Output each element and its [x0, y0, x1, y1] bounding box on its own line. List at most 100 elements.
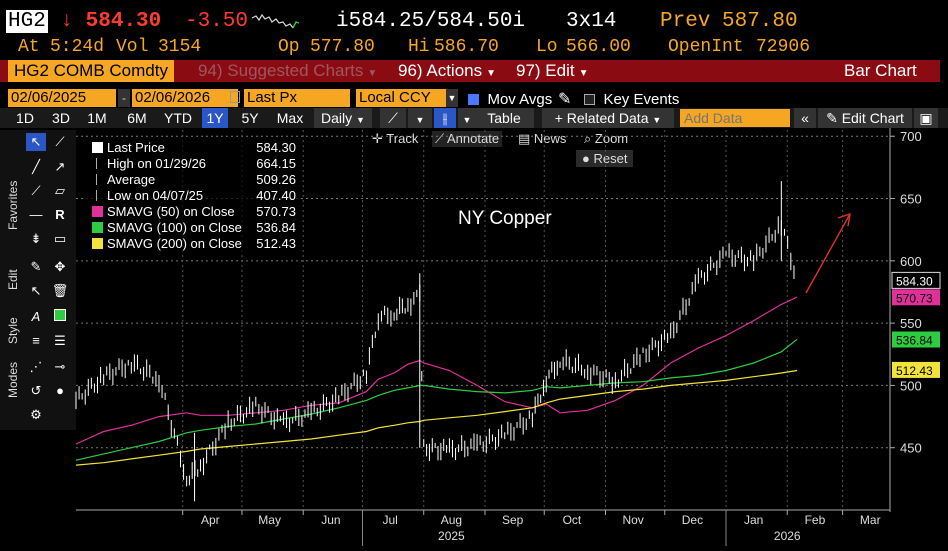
table-button[interactable]: Table — [474, 108, 534, 128]
security-field[interactable]: HG2 COMB Comdty — [8, 60, 174, 82]
cursor-icon[interactable]: ↖ — [26, 133, 46, 151]
chart-type-title: Bar Chart — [844, 61, 917, 80]
field-selector[interactable]: Last Px — [244, 89, 350, 107]
zoom-label: Zoom — [594, 131, 629, 146]
annotation-arrowhead — [837, 212, 851, 227]
add-data-input[interactable] — [680, 109, 790, 127]
pin-icon[interactable]: ⊸ — [54, 359, 66, 374]
period-1y[interactable]: 1Y — [202, 108, 228, 128]
track-button[interactable]: ✛ Track — [372, 131, 418, 147]
checkbox-checked-icon — [468, 94, 479, 106]
zoom-button[interactable]: ⌕ Zoom — [584, 131, 628, 147]
period-6m[interactable]: 6M — [127, 110, 147, 126]
edit-menu[interactable]: 97) Edit ▼ — [516, 60, 589, 82]
line-tool-icon[interactable]: ╱ — [32, 159, 40, 174]
crosshair-icon[interactable]: ⋰ — [29, 359, 43, 374]
related-data-button[interactable]: + Related Data ▼ — [542, 108, 674, 128]
legend-row[interactable]: Last Price 584.30 — [92, 140, 296, 156]
double-chevron-left-icon[interactable]: « — [794, 108, 816, 128]
last-price: 584.30 — [85, 10, 162, 33]
legend-row[interactable]: Low on 04/07/25 407.40 — [92, 188, 296, 204]
last-value-label: 584.30 — [896, 274, 933, 288]
related-data-label: Related Data — [566, 110, 649, 126]
net-change: -3.50 — [185, 10, 249, 33]
legend-row[interactable]: High on 01/29/26 664.15 — [92, 156, 296, 172]
line-weight-icon[interactable]: ≡ — [32, 333, 40, 348]
currency-selector[interactable]: Local CCY — [356, 89, 456, 107]
horizontal-line-icon[interactable]: — — [29, 207, 43, 222]
period-1m[interactable]: 1M — [87, 110, 107, 126]
line-chart-type-icon[interactable]: ⟋ — [380, 108, 406, 128]
caret-down-icon: ▼ — [578, 68, 589, 79]
rectangle-icon[interactable]: ▭ — [53, 231, 67, 246]
tool-palette: Favorites Edit Style Modes ↖ ⟋ ╱ ↗ ⟋ ▱ —… — [0, 130, 76, 430]
suggested-charts-menu[interactable]: 94) Suggested Charts ▼ — [198, 60, 377, 82]
ray-tool-icon[interactable]: ↗ — [54, 159, 66, 174]
period-max[interactable]: Max — [276, 110, 304, 126]
move-icon[interactable]: ✥ — [54, 259, 66, 274]
period-5y[interactable]: 5Y — [241, 110, 259, 126]
period-ytd[interactable]: YTD — [164, 110, 192, 126]
period-3d[interactable]: 3D — [52, 110, 70, 126]
chart-type-caret-icon[interactable]: ▼ — [458, 108, 476, 128]
y-tick-label: 700 — [900, 129, 922, 144]
pencil-icon: ✎ — [826, 110, 838, 126]
brush-icon[interactable]: ✎ — [30, 259, 42, 274]
mov-avgs-label: Mov Avgs — [487, 91, 553, 108]
reset-button[interactable]: ● Reset — [576, 150, 634, 167]
mov-avgs-checkbox[interactable]: Mov Avgs — [468, 91, 552, 109]
start-date-field[interactable]: 02/06/2025 — [8, 89, 116, 107]
edit-label: 97) Edit — [516, 61, 575, 80]
actions-menu[interactable]: 96) Actions ▼ — [398, 60, 496, 82]
font-icon[interactable]: A — [31, 309, 41, 324]
edit-chart-label: Edit Chart — [841, 110, 904, 126]
end-date-field[interactable]: 02/06/2026 — [132, 89, 238, 107]
select-icon[interactable]: ↖ — [30, 283, 42, 298]
prev-label: Prev — [660, 10, 711, 33]
line-style-icon[interactable]: ☰ — [54, 333, 66, 348]
edit-chart-button[interactable]: ✎ Edit Chart — [818, 108, 912, 128]
period-1d[interactable]: 1D — [16, 110, 34, 126]
legend-label: High on 01/29/26 — [107, 156, 207, 171]
retracement-icon[interactable]: R — [55, 207, 65, 222]
frequency-dropdown[interactable]: Daily ▼ — [314, 108, 372, 128]
legend-row[interactable]: SMAVG (100) on Close 536.84 — [92, 220, 296, 236]
palette-icon[interactable]: ● — [56, 383, 64, 398]
ticker-symbol[interactable]: HG2 — [6, 10, 48, 33]
legend-row[interactable]: Average 509.26 — [92, 172, 296, 188]
trendline-menu-icon[interactable]: ⟋ — [55, 134, 65, 149]
currency-dropdown-icon[interactable]: ▼ — [446, 89, 458, 107]
bar-chart-type-icon[interactable]: ⫲ — [434, 108, 456, 128]
key-events-checkbox[interactable]: Key Events — [584, 91, 679, 109]
chart-style-caret-icon[interactable]: ▼ — [408, 108, 432, 128]
x-tick-label: Apr — [201, 513, 220, 527]
x-tick-label: Sep — [502, 513, 524, 527]
series-swatch-icon — [92, 142, 103, 153]
segment-tool-icon[interactable]: ⟋ — [31, 183, 41, 198]
undo-icon[interactable]: ↺ — [30, 383, 42, 398]
fibonacci-icon[interactable]: ⇟ — [30, 231, 42, 246]
x-tick-label: Jan — [744, 513, 763, 527]
legend-value: 407.40 — [256, 188, 296, 203]
pencil-icon[interactable]: ✎ — [558, 91, 572, 108]
settings-gear-icon[interactable]: ⚙ — [30, 407, 42, 422]
legend-value: 584.30 — [256, 140, 296, 155]
expand-icon[interactable]: ▣ — [914, 108, 938, 128]
trash-icon[interactable]: 🗑 — [51, 283, 69, 298]
at-label: At — [18, 37, 40, 57]
legend-row[interactable]: SMAVG (50) on Close 570.73 — [92, 204, 296, 220]
legend-label: Low on 04/07/25 — [107, 188, 204, 203]
annotation-arrow — [805, 213, 851, 294]
x-tick-label: Oct — [563, 513, 582, 527]
price-chart[interactable]: 450 500 550 600 650 700 Apr May Jun Jul Aug Sep Oct N… — [0, 128, 948, 551]
channel-tool-icon[interactable]: ▱ — [55, 183, 65, 198]
reset-dot-icon: ● — [582, 151, 590, 166]
legend-row[interactable]: SMAVG (200) on Close 512.43 — [92, 236, 296, 252]
checkbox-unchecked-icon — [584, 94, 595, 106]
calendar-icon[interactable] — [230, 91, 240, 103]
series-line — [75, 296, 798, 445]
legend-label: SMAVG (100) on Close — [107, 220, 242, 235]
news-button[interactable]: ▤ News — [518, 131, 566, 147]
x-tick-label: Dec — [682, 513, 703, 527]
color-picker-icon[interactable] — [50, 308, 70, 326]
